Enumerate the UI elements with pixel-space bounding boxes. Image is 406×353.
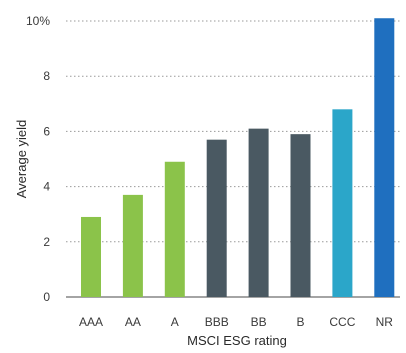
- bar-bb: [248, 128, 269, 297]
- x-tick-labels: AAA AA A BBB BB B CCC NR: [79, 315, 393, 329]
- y-tick-label: 0: [43, 290, 50, 304]
- bar-bbb: [206, 139, 227, 297]
- y-tick-labels: 0 2 4 6 8 10%: [26, 14, 50, 304]
- y-tick-label: 10%: [26, 14, 50, 28]
- x-tick-label: AAA: [79, 315, 103, 329]
- x-axis-title: MSCI ESG rating: [187, 333, 287, 348]
- x-tick-label: CCC: [329, 315, 355, 329]
- bar-nr: [374, 18, 395, 298]
- bar-ccc: [332, 109, 353, 297]
- y-tick-label: 6: [43, 124, 50, 138]
- bar-aa: [122, 194, 143, 297]
- x-tick-label: BBB: [205, 315, 229, 329]
- bar-a: [164, 161, 185, 297]
- bars: [81, 18, 395, 298]
- bar-aaa: [81, 216, 101, 297]
- x-tick-label: NR: [376, 315, 394, 329]
- y-tick-label: 4: [43, 180, 50, 194]
- y-axis-title: Average yield: [14, 120, 29, 199]
- x-tick-label: B: [296, 315, 304, 329]
- x-tick-label: A: [171, 315, 179, 329]
- y-tick-label: 8: [43, 69, 50, 83]
- bar-b: [290, 134, 311, 297]
- x-tick-label: BB: [251, 315, 267, 329]
- x-tick-label: AA: [125, 315, 141, 329]
- y-tick-label: 2: [43, 235, 50, 249]
